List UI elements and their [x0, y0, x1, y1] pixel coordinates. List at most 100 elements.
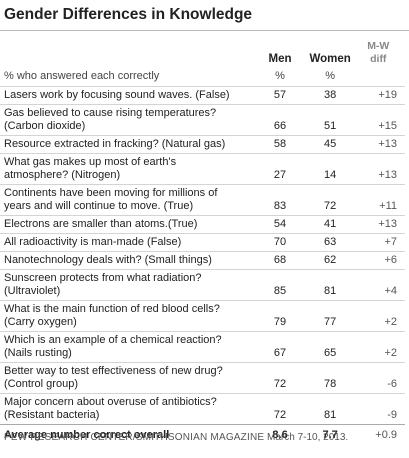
men-value: 58 — [255, 135, 305, 154]
column-header: Women — [309, 53, 351, 65]
question: Sunscreen protects from what radiation?(… — [0, 269, 256, 301]
question-line: Which is an example of a chemical reacti… — [4, 334, 222, 346]
source: PEW RESEARCH CENTER/SMITHSONIAN MAGAZINE… — [4, 432, 348, 443]
question-line: Better way to test effectiveness of new … — [4, 365, 223, 377]
question: All radioactivity is man-made (False) — [0, 233, 256, 252]
subheader-label: % who answered each correctly — [4, 70, 160, 82]
men-value: 68 — [255, 251, 305, 270]
diff-value: +13 — [355, 135, 405, 154]
diff-value: +7 — [355, 233, 405, 252]
question-line: All radioactivity is man-made (False) — [4, 236, 182, 248]
women-value: 63 — [304, 233, 356, 252]
question-line: (Carry oxygen) — [4, 316, 77, 328]
diff-value: +6 — [355, 251, 405, 270]
question-line: (Ultraviolet) — [4, 285, 61, 297]
women-value: 72 — [304, 184, 356, 216]
women-value: 81 — [304, 393, 356, 425]
diff-value: +11 — [355, 184, 405, 216]
knowledge-table: Men Women M-W diff % who answered each corr… — [0, 38, 405, 446]
row: Better way to test effectiveness of new … — [0, 362, 405, 394]
women-value: 51 — [304, 104, 356, 136]
row: Lasers work by focusing sound waves. (Fa… — [0, 86, 405, 105]
question-line: What is the main function of red blood c… — [4, 303, 220, 315]
women-value: 45 — [304, 135, 356, 154]
question: Which is an example of a chemical reacti… — [0, 331, 256, 363]
question-line: years and will continue to move. (True) — [4, 200, 194, 212]
diff-value: -6 — [355, 362, 405, 394]
diff-value: +13 — [355, 153, 405, 185]
men-value: 27 — [255, 153, 305, 185]
unit: % — [275, 70, 285, 82]
source-date: March 7-10, 2013. — [267, 432, 349, 443]
subheader-row: % who answered each correctly%% — [0, 68, 405, 87]
men-value: 70 — [255, 233, 305, 252]
title: Gender Differences in Knowledge — [4, 6, 253, 23]
row: Gas believed to cause rising temperature… — [0, 104, 405, 136]
question: Continents have been moving for millions… — [0, 184, 256, 216]
unit: % — [325, 70, 336, 82]
question-line: Resource extracted in fracking? (Natural… — [4, 138, 226, 150]
row: Major concern about overuse of antibioti… — [0, 393, 405, 425]
women-value: 38 — [304, 86, 356, 105]
diff-value: +19 — [355, 86, 405, 105]
row: What gas makes up most of earth's atmosph… — [0, 153, 405, 185]
footer-label: Average number correct overall — [0, 424, 256, 446]
women-value: 14 — [304, 153, 356, 185]
question-line: (Control group) — [4, 378, 78, 390]
diff-value: +15 — [355, 104, 405, 136]
women-value: 77 — [304, 300, 356, 332]
question: Lasers work by focusing sound waves. (Fa… — [0, 86, 256, 105]
diff-value: +0.9 — [355, 424, 405, 446]
footer-row: Average number correct overall 8.6 7.7 +0.9 — [0, 424, 405, 446]
question: What is the main function of red blood c… — [0, 300, 256, 332]
column-header: M-W diff — [367, 40, 390, 65]
women-value: 78 — [304, 362, 356, 394]
diff-value: +2 — [355, 300, 405, 332]
row: Resource extracted in fracking? (Natural… — [0, 135, 405, 154]
diff-value: +13 — [355, 215, 405, 234]
question-line: Sunscreen protects from what radiation? — [4, 272, 202, 284]
question: What gas makes up most of earth's atmosph… — [0, 153, 256, 185]
question-line: Gas believed to cause rising temperature… — [4, 107, 217, 119]
question-line: (Carbon dioxide) — [4, 120, 86, 132]
divider — [0, 30, 409, 31]
question: Nanotechnology deals with? (Small things… — [0, 251, 256, 270]
row: What is the main function of red blood c… — [0, 300, 405, 332]
question: Major concern about overuse of antibioti… — [0, 393, 256, 425]
question-line: Continents have been moving for millions… — [4, 187, 218, 199]
row: Which is an example of a chemical reacti… — [0, 331, 405, 363]
question: Resource extracted in fracking? (Natural… — [0, 135, 256, 154]
question-line: Lasers work by focusing sound waves. (Fa… — [4, 89, 230, 101]
men-value: 66 — [255, 104, 305, 136]
question-line: (Nails rusting) — [4, 347, 72, 359]
question-line: atmosphere? (Nitrogen) — [4, 169, 121, 181]
women-value: 81 — [304, 269, 356, 301]
question-line: (Resistant bacteria) — [4, 409, 100, 421]
question: Electrons are smaller than atoms.(True) — [0, 215, 256, 234]
men-value: 54 — [255, 215, 305, 234]
men-value: 72 — [255, 393, 305, 425]
blank — [356, 68, 405, 87]
row: All radioactivity is man-made (False) 70 6… — [0, 233, 405, 252]
diff-value: +2 — [355, 331, 405, 363]
row: Continents have been moving for millions… — [0, 184, 405, 216]
row: Sunscreen protects from what radiation?(… — [0, 269, 405, 301]
women-value: 65 — [304, 331, 356, 363]
men-value: 8.6 — [255, 424, 305, 446]
women-value: 62 — [304, 251, 356, 270]
men-value: 57 — [255, 86, 305, 105]
question-line: Nanotechnology deals with? (Small things… — [4, 254, 212, 266]
women-value: 41 — [304, 215, 356, 234]
diff-value: +4 — [355, 269, 405, 301]
row: Nanotechnology deals with? (Small things… — [0, 251, 405, 270]
source-org: PEW RESEARCH CENTER/SMITHSONIAN MAGAZINE — [4, 432, 265, 443]
question-line: What gas makes up most of earth's — [4, 156, 177, 168]
men-value: 79 — [255, 300, 305, 332]
row: Electrons are smaller than atoms.(True) 5… — [0, 215, 405, 234]
men-value: 83 — [255, 184, 305, 216]
question-line: Major concern about overuse of antibioti… — [4, 396, 217, 408]
question-line: Electrons are smaller than atoms.(True) — [4, 218, 198, 230]
diff-value: -9 — [355, 393, 405, 425]
women-value: 7.7 — [304, 424, 356, 446]
question: Gas believed to cause rising temperature… — [0, 104, 256, 136]
